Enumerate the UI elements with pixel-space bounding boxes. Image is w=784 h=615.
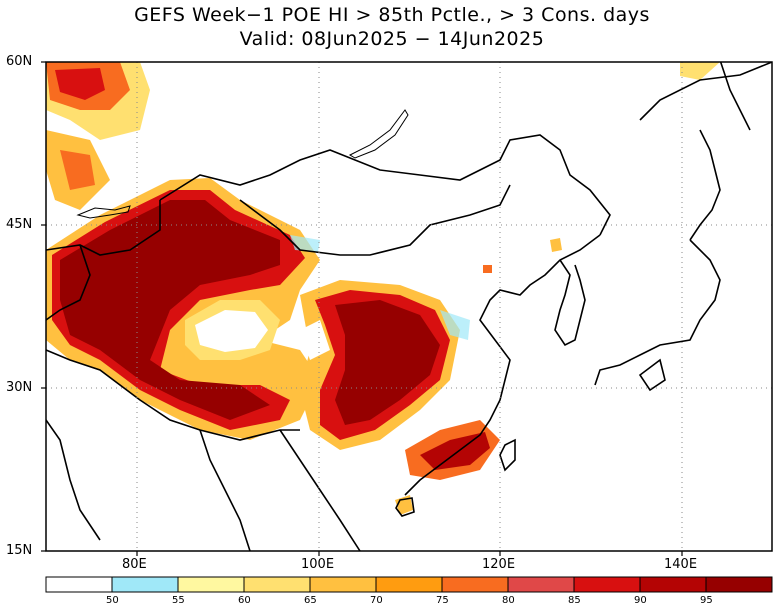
coastlines-borders	[46, 62, 772, 551]
legend-swatch	[375, 576, 443, 593]
legend-label: 75	[436, 595, 449, 606]
legend-label: 85	[568, 595, 581, 606]
lat-label-45n: 45N	[6, 217, 33, 232]
legend-swatch	[111, 576, 179, 593]
legend-swatch	[639, 576, 707, 593]
legend-label: 50	[106, 595, 119, 606]
legend-swatch	[309, 576, 377, 593]
lon-label-100e: 100E	[301, 557, 335, 572]
legend-label: 90	[634, 595, 647, 606]
legend-swatch	[45, 576, 113, 593]
lon-label-140e: 140E	[664, 557, 698, 572]
lon-label-120e: 120E	[482, 557, 516, 572]
legend-swatch	[705, 576, 773, 593]
legend-label: 70	[370, 595, 383, 606]
legend-label: 65	[304, 595, 317, 606]
map-subtitle: Valid: 08Jun2025 − 14Jun2025	[239, 28, 545, 50]
legend-label: 60	[238, 595, 251, 606]
legend-swatch	[573, 576, 641, 593]
legend-swatch	[441, 576, 509, 593]
probability-shading	[46, 62, 720, 515]
legend-swatch	[177, 576, 245, 593]
legend-swatch	[507, 576, 575, 593]
lat-label-15n: 15N	[6, 543, 33, 558]
lat-label-60n: 60N	[6, 54, 33, 69]
map-title: GEFS Week−1 POE HI > 85th Pctle., > 3 Co…	[134, 4, 650, 26]
legend-label: 95	[700, 595, 713, 606]
lon-label-80e: 80E	[122, 557, 147, 572]
legend-swatch	[243, 576, 311, 593]
map-frame	[45, 61, 773, 552]
graticule	[46, 62, 772, 551]
legend-colorbar	[45, 576, 773, 593]
lat-label-30n: 30N	[6, 380, 33, 395]
legend-label: 55	[172, 595, 185, 606]
legend-label: 80	[502, 595, 515, 606]
